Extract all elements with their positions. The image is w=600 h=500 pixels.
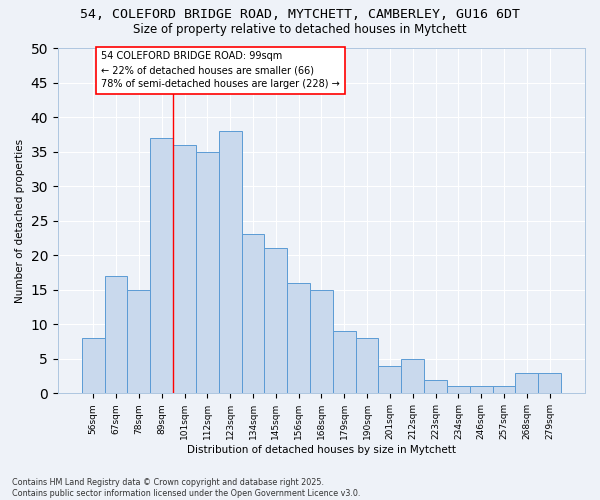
Bar [151, 138, 173, 394]
Text: 54, COLEFORD BRIDGE ROAD, MYTCHETT, CAMBERLEY, GU16 6DT: 54, COLEFORD BRIDGE ROAD, MYTCHETT, CAMB… [80, 8, 520, 20]
Text: Size of property relative to detached houses in Mytchett: Size of property relative to detached ho… [133, 22, 467, 36]
Bar [515, 372, 538, 394]
Bar [310, 290, 333, 394]
Bar [242, 234, 265, 394]
Bar [287, 283, 310, 394]
Bar [424, 380, 447, 394]
Text: Contains HM Land Registry data © Crown copyright and database right 2025.
Contai: Contains HM Land Registry data © Crown c… [12, 478, 361, 498]
Bar [401, 359, 424, 394]
Bar [379, 366, 401, 394]
Bar [470, 386, 493, 394]
Bar [127, 290, 151, 394]
Bar [104, 276, 127, 394]
Bar [538, 372, 561, 394]
Bar [333, 331, 356, 394]
Bar [196, 152, 219, 394]
Text: 54 COLEFORD BRIDGE ROAD: 99sqm
← 22% of detached houses are smaller (66)
78% of : 54 COLEFORD BRIDGE ROAD: 99sqm ← 22% of … [101, 52, 340, 90]
X-axis label: Distribution of detached houses by size in Mytchett: Distribution of detached houses by size … [187, 445, 456, 455]
Y-axis label: Number of detached properties: Number of detached properties [15, 138, 25, 302]
Bar [219, 131, 242, 394]
Bar [493, 386, 515, 394]
Bar [82, 338, 104, 394]
Bar [173, 144, 196, 394]
Bar [356, 338, 379, 394]
Bar [447, 386, 470, 394]
Bar [265, 248, 287, 394]
